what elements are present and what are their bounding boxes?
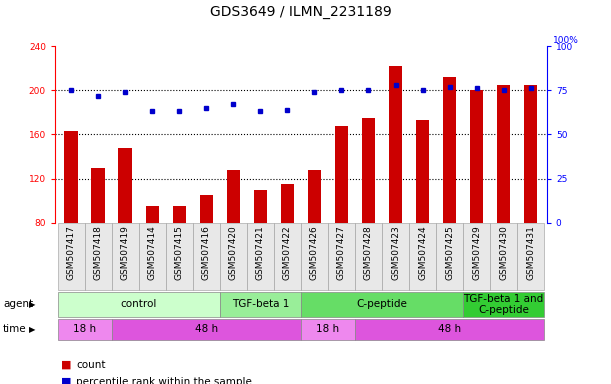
Text: TGF-beta 1: TGF-beta 1 (232, 299, 289, 310)
Text: 100%: 100% (553, 36, 579, 45)
Bar (415, 120, 430, 223)
Text: 18 h: 18 h (316, 324, 340, 334)
Text: percentile rank within the sample: percentile rank within the sample (76, 377, 252, 384)
Bar (280, 184, 294, 223)
Text: GDS3649 / ILMN_2231189: GDS3649 / ILMN_2231189 (210, 5, 392, 19)
Bar (443, 77, 456, 223)
Text: control: control (120, 299, 157, 310)
Text: 18 h: 18 h (73, 324, 97, 334)
Bar (227, 170, 240, 223)
Text: ■: ■ (61, 377, 71, 384)
Text: agent: agent (3, 299, 33, 310)
Text: count: count (76, 360, 106, 370)
Text: ▶: ▶ (29, 300, 36, 309)
Text: 48 h: 48 h (195, 324, 218, 334)
Text: ▶: ▶ (29, 325, 36, 334)
Text: ■: ■ (61, 360, 71, 370)
Bar (172, 206, 186, 223)
Bar (92, 167, 105, 223)
Bar (64, 131, 78, 223)
Text: 48 h: 48 h (438, 324, 461, 334)
Text: TGF-beta 1 and
C-peptide: TGF-beta 1 and C-peptide (464, 293, 544, 315)
Bar (119, 148, 132, 223)
Bar (254, 190, 267, 223)
Bar (335, 126, 348, 223)
Bar (200, 195, 213, 223)
Text: time: time (3, 324, 27, 334)
Text: C-peptide: C-peptide (357, 299, 408, 310)
Bar (524, 85, 538, 223)
Bar (470, 90, 483, 223)
Bar (308, 170, 321, 223)
Bar (145, 206, 159, 223)
Bar (362, 118, 375, 223)
Bar (389, 66, 402, 223)
Bar (497, 85, 510, 223)
